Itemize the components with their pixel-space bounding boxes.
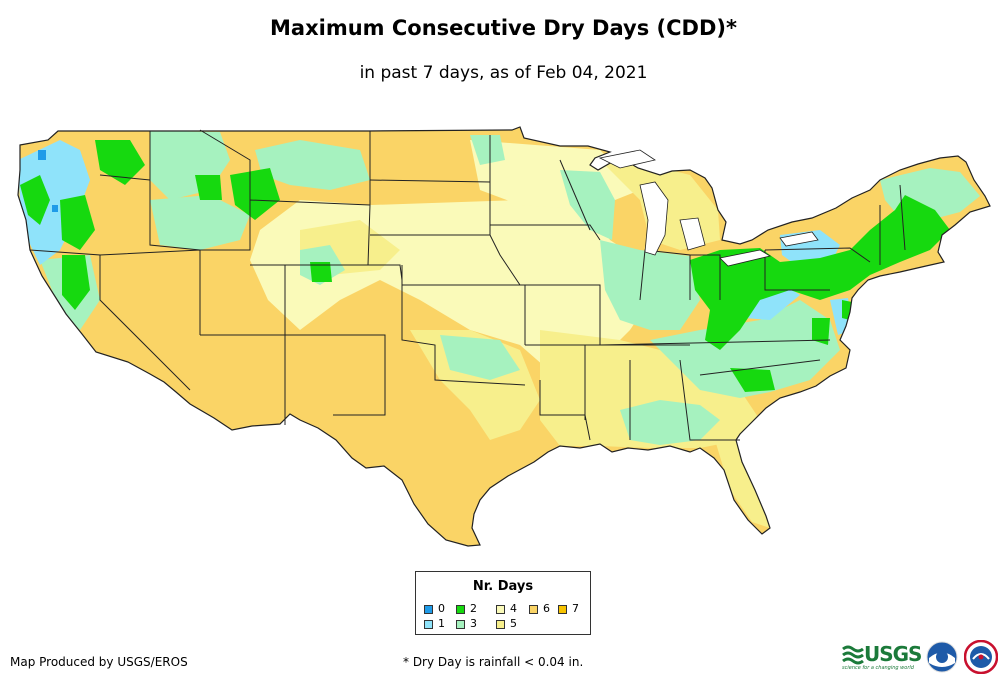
legend-item-1: 1 (424, 618, 445, 630)
legend-swatch (496, 604, 505, 614)
legend-item-4: 4 (496, 603, 517, 615)
legend-label: 2 (470, 602, 477, 615)
map-credit: Map Produced by USGS/EROS (10, 655, 188, 669)
legend-swatch (496, 619, 505, 629)
legend-item-7: 7 (558, 603, 579, 615)
usgs-logo-icon (842, 645, 864, 665)
legend-label: 7 (572, 602, 579, 615)
legend-item-2: 2 (456, 603, 477, 615)
legend-label: 0 (438, 602, 445, 615)
legend-swatch (456, 604, 465, 614)
footnote: * Dry Day is rainfall < 0.04 in. (403, 655, 584, 669)
noaa-logo-icon (926, 641, 958, 673)
legend-swatch (456, 619, 465, 629)
legend-item-5: 5 (496, 618, 517, 630)
legend-label: 1 (438, 617, 445, 630)
legend-title: Nr. Days (472, 579, 534, 594)
map-title: Maximum Consecutive Dry Days (CDD)* (270, 16, 737, 40)
agency-logos: USGS science for a changing world (842, 638, 1002, 678)
legend-label: 3 (470, 617, 477, 630)
legend-label: 4 (510, 602, 517, 615)
legend-swatch (424, 619, 433, 629)
legend-swatch (424, 604, 433, 614)
legend-item-3: 3 (456, 618, 477, 630)
legend: Nr. Days 0 1 2 3 4 5 6 7 (415, 571, 591, 635)
legend-item-0: 0 (424, 603, 445, 615)
legend-swatch (529, 604, 538, 614)
usgs-tagline: science for a changing world (842, 665, 914, 671)
us-cdd-map (17, 126, 991, 547)
nws-logo-icon (964, 640, 998, 674)
legend-label: 6 (543, 602, 550, 615)
legend-label: 5 (510, 617, 517, 630)
legend-swatch (558, 604, 567, 614)
usgs-logo-text: USGS (864, 642, 922, 666)
map-subtitle: in past 7 days, as of Feb 04, 2021 (359, 63, 648, 83)
legend-item-6: 6 (529, 603, 550, 615)
